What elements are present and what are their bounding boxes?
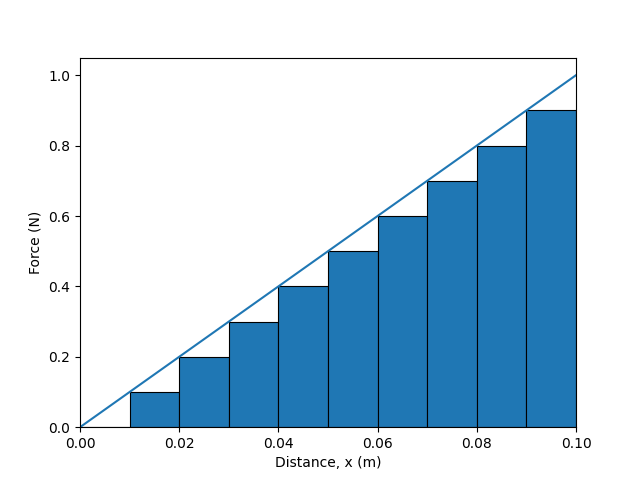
Y-axis label: Force (N): Force (N) bbox=[29, 211, 43, 274]
Bar bbox=[526, 110, 576, 427]
Bar bbox=[129, 392, 179, 427]
Bar bbox=[328, 251, 378, 427]
Bar bbox=[229, 322, 278, 427]
Bar bbox=[378, 216, 428, 427]
Bar bbox=[278, 287, 328, 427]
Bar bbox=[477, 145, 526, 427]
Bar bbox=[428, 181, 477, 427]
Bar bbox=[179, 357, 229, 427]
X-axis label: Distance, x (m): Distance, x (m) bbox=[275, 456, 381, 470]
